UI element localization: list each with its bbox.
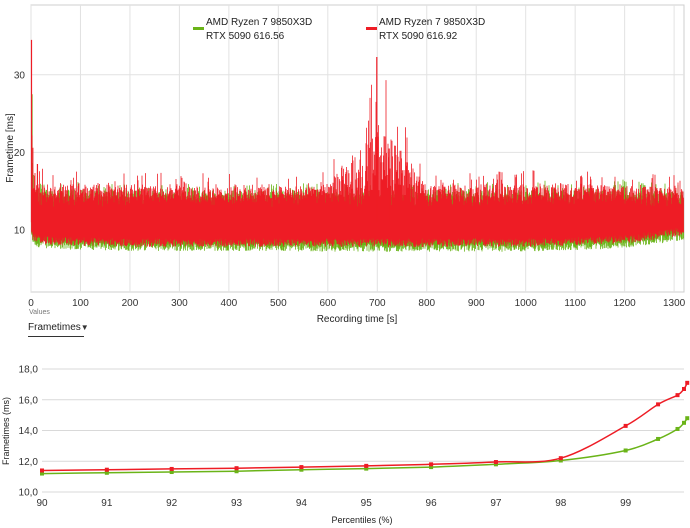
x-tick-label: 99 (620, 498, 632, 509)
data-point (558, 458, 563, 463)
x-tick-label: 91 (101, 498, 113, 509)
data-point (364, 463, 369, 468)
x-tick-label: 1200 (614, 298, 637, 309)
data-point (169, 466, 174, 471)
y-tick-label: 20 (14, 148, 26, 159)
series-group (40, 380, 690, 476)
x-tick-label: 300 (171, 298, 188, 309)
data-point (682, 420, 686, 425)
x-tick-label: 200 (122, 298, 139, 309)
x-tick-label: 1300 (663, 298, 686, 309)
x-tick-label: 0 (28, 298, 34, 309)
series-1 (40, 416, 690, 476)
legend-entry-1-line1: AMD Ryzen 7 9850X3D (206, 17, 312, 28)
legend-entry-1-line2: RTX 5090 616.56 (206, 31, 285, 42)
data-point (558, 456, 563, 461)
x-tick-label: 94 (296, 498, 308, 509)
frametimes-dropdown[interactable]: Frametimes ▼ (28, 318, 89, 337)
x-tick-label: 800 (418, 298, 435, 309)
y-tick-label: 10,0 (19, 488, 39, 499)
x-tick-label: 1100 (564, 298, 586, 309)
y-tick-label: 16,0 (19, 395, 39, 406)
x-tick-label: 95 (361, 498, 373, 509)
data-point (493, 460, 498, 465)
legend: AMD Ryzen 7 9850X3D RTX 5090 616.56 AMD … (193, 17, 485, 42)
legend-swatch (366, 27, 377, 30)
grid-lines (42, 368, 684, 493)
values-label: Values (29, 309, 50, 316)
x-tick-label: 93 (231, 498, 243, 509)
data-point (656, 402, 661, 407)
y-axis-label: Frametimes (ms) (1, 397, 11, 465)
x-axis-ticks: 0 100 200 300 400 500 600 700 800 900 1000 1100 1200… (28, 298, 685, 309)
data-point (685, 380, 690, 385)
data-point (40, 471, 44, 476)
x-axis-label: Percentiles (%) (331, 515, 392, 525)
data-point (493, 462, 498, 467)
data-point (234, 469, 239, 474)
data-point (40, 468, 44, 473)
series-2 (40, 380, 690, 473)
legend-entry-2-line1: AMD Ryzen 7 9850X3D (379, 17, 485, 28)
data-point (675, 393, 680, 398)
legend-swatch (193, 27, 204, 30)
y-tick-label: 14,0 (19, 426, 39, 437)
data-point (685, 416, 690, 421)
data-point (682, 386, 686, 391)
y-tick-label: 18,0 (19, 365, 39, 376)
data-point (623, 448, 628, 453)
x-tick-label: 97 (490, 498, 502, 509)
y-axis-ticks: 10 20 30 (14, 70, 26, 236)
data-point (429, 465, 434, 470)
data-point (299, 465, 304, 470)
x-tick-label: 1000 (515, 298, 538, 309)
data-point (623, 423, 628, 428)
data-point (104, 470, 109, 475)
data-point (364, 466, 369, 471)
x-tick-label: 700 (369, 298, 386, 309)
x-tick-label: 900 (468, 298, 485, 309)
x-tick-label: 500 (270, 298, 287, 309)
data-point (169, 470, 174, 475)
y-axis-label: Frametime [ms] (5, 113, 16, 183)
x-tick-label: 98 (555, 498, 567, 509)
x-tick-label: 90 (36, 498, 48, 509)
frametime-chart: 10 20 30 0 100 200 300 400 500 600 700 800 900 1000 1… (5, 4, 686, 325)
percentile-chart: 10,012,014,016,018,0 90 91 92 93 94 95 96 97 98 9… (1, 365, 690, 525)
y-axis-ticks: 10,0 12,0 14,0 16,0 18,0 (19, 365, 39, 499)
x-tick-label: 600 (319, 298, 336, 309)
data-point (675, 426, 680, 431)
y-tick-label: 12,0 (19, 457, 39, 468)
data-point (656, 436, 661, 441)
series-group (30, 39, 684, 252)
x-tick-label: 400 (221, 298, 238, 309)
data-point (429, 462, 434, 467)
data-point (234, 466, 239, 471)
dropdown-value: Frametimes (28, 321, 81, 333)
x-axis-label: Recording time [s] (317, 314, 398, 325)
x-tick-label: 92 (166, 498, 178, 509)
x-axis-ticks: 90 91 92 93 94 95 96 97 98 99 (36, 498, 631, 509)
data-point (299, 467, 304, 472)
x-tick-label: 100 (72, 298, 89, 309)
x-tick-label: 96 (426, 498, 438, 509)
y-tick-label: 30 (14, 70, 26, 81)
y-tick-label: 10 (14, 225, 26, 236)
chevron-down-icon: ▼ (80, 322, 89, 332)
series-2 (30, 39, 684, 247)
legend-entry-2-line2: RTX 5090 616.92 (379, 31, 458, 42)
data-point (104, 467, 109, 472)
